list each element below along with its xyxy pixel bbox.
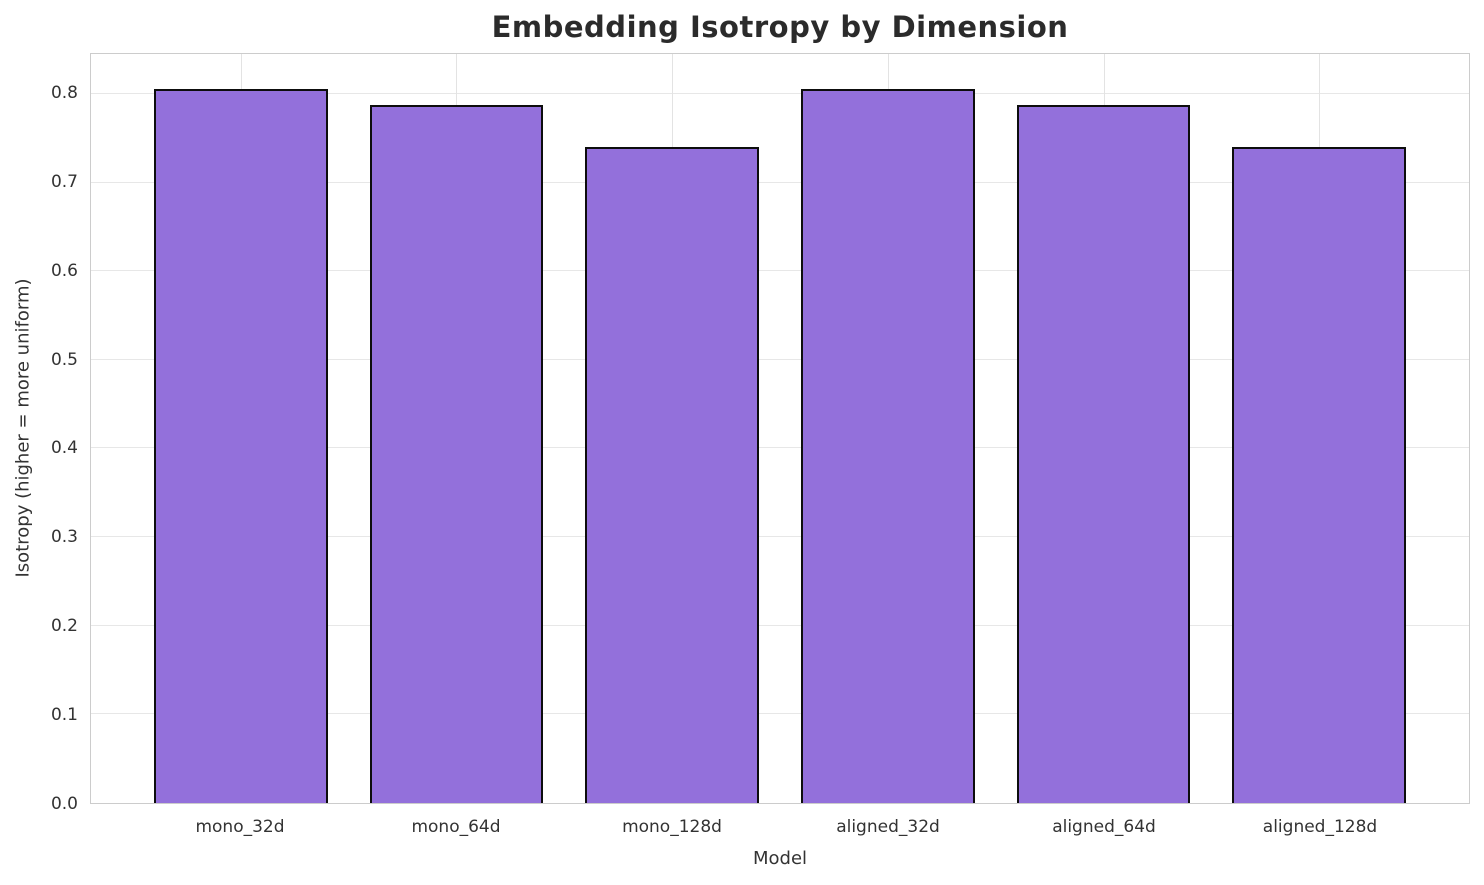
x-tick-label: aligned_64d (1052, 817, 1156, 837)
chart-title: Embedding Isotropy by Dimension (491, 10, 1069, 44)
y-tick-label: 0.1 (50, 705, 78, 726)
y-gridline (91, 447, 1469, 449)
bar-mono_128d (585, 147, 760, 803)
y-tick-label: 0.0 (50, 794, 78, 814)
y-gridline (91, 624, 1469, 626)
y-tick-label: 0.8 (50, 82, 78, 103)
y-gridline (91, 181, 1469, 183)
bar-aligned_128d (1232, 147, 1407, 803)
bar-mono_64d (369, 105, 544, 803)
plot-area (90, 53, 1470, 804)
x-axis-label: Model (752, 848, 808, 869)
y-tick-label: 0.5 (50, 349, 78, 370)
y-gridline (91, 270, 1469, 272)
y-gridline (91, 713, 1469, 715)
y-tick-label: 0.3 (50, 527, 78, 548)
y-tick-label: 0.2 (50, 616, 78, 637)
bar-aligned_64d (1016, 105, 1191, 803)
y-tick-label: 0.6 (50, 260, 78, 281)
x-tick-label: aligned_32d (836, 817, 940, 837)
x-tick-label: aligned_128d (1262, 817, 1378, 837)
y-axis-label: Isotropy (higher = more uniform) (12, 278, 34, 578)
x-tick-label: mono_128d (622, 817, 722, 837)
x-tick-label: mono_64d (411, 817, 501, 837)
bar-aligned_32d (800, 89, 975, 803)
y-tick-label: 0.4 (50, 438, 78, 459)
y-gridline (91, 92, 1469, 94)
y-gridline (91, 536, 1469, 538)
bar-mono_32d (153, 89, 328, 803)
x-tick-label: mono_32d (195, 817, 285, 837)
y-gridline (91, 358, 1469, 360)
y-tick-label: 0.7 (50, 171, 78, 192)
